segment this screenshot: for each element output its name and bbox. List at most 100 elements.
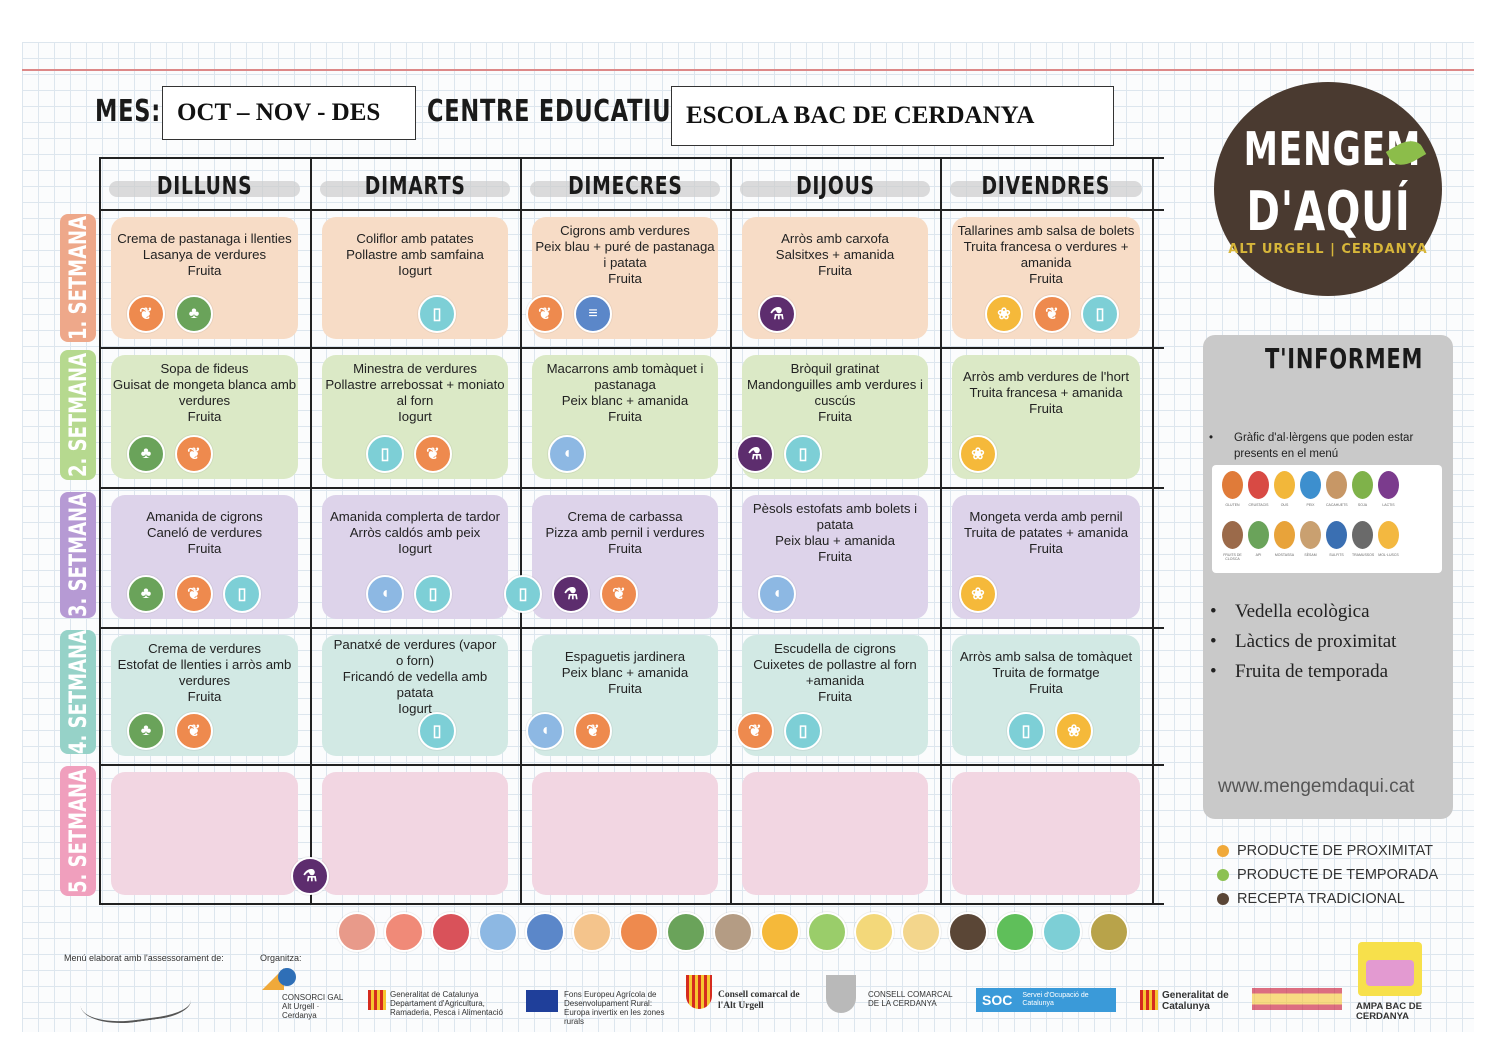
menu-line: Arròs amb verdures de l'hort xyxy=(963,369,1129,384)
grid-hline xyxy=(99,903,1164,905)
week-tab-2: 2. SETMANA xyxy=(60,350,96,480)
day-header-label: DILLUNS xyxy=(156,170,253,200)
day-header-4: DIJOUS xyxy=(730,165,940,205)
menu-line: Peix blanc + amanida xyxy=(561,665,689,680)
peanut-icon xyxy=(1326,471,1347,499)
allergen-icons: ❦ ♣ xyxy=(127,295,213,333)
menu-line: Pizza amb pernil i verdures xyxy=(545,525,705,540)
margin-line xyxy=(22,69,1474,71)
grid-vline xyxy=(310,157,312,903)
advisor-label: Menú elaborat amb l'assessorament de: xyxy=(64,953,224,963)
menu-text: Panatxé de verdures (vapor o forn) Fricand… xyxy=(312,637,518,717)
grid-vline xyxy=(940,157,942,903)
week-tab-label: 2. SETMANA xyxy=(64,352,92,478)
allergen-icons: ◖ ❦ xyxy=(526,712,612,750)
info-panel xyxy=(1203,335,1453,819)
menu-line: Sopa de fideus xyxy=(160,361,249,376)
strip-allergen-icon xyxy=(337,912,377,952)
grid-hline xyxy=(99,627,1164,629)
menu-line: Fruita xyxy=(1029,271,1063,286)
menu-line: +amanida xyxy=(805,673,865,688)
allergen-icons: ▯ ❦ xyxy=(366,435,452,473)
allergen-row-1 xyxy=(1222,471,1399,499)
blue-fish-icon: ◖ xyxy=(366,575,404,613)
menu-line: Iogurt xyxy=(398,701,432,716)
menu-text: Espaguetis jardinera Peix blanc + amanida… xyxy=(522,649,728,697)
strip-allergen-icon xyxy=(807,912,847,952)
menu-line: Amanida complerta de tardor xyxy=(329,509,501,524)
menu-text: Arròs amb verdures de l'hort Truita franc… xyxy=(942,369,1150,417)
milk-icon: ▯ xyxy=(366,435,404,473)
menu-line: o forn) xyxy=(395,653,435,668)
allergen-icons: ⚗ ▯ xyxy=(736,435,822,473)
eu-flag-icon xyxy=(526,990,558,1012)
sulphite-icon: ⚗ xyxy=(736,435,774,473)
allergen-caption: SOJA xyxy=(1357,503,1368,507)
milk-icon: ▯ xyxy=(784,435,822,473)
milk-icon: ▯ xyxy=(223,575,261,613)
highlight-item: Vedella ecològica xyxy=(1205,597,1445,627)
mustard-icon xyxy=(1274,521,1295,549)
menu-line: Fruita xyxy=(818,263,852,278)
ampa-text: AMPA BAC DE CERDANYA xyxy=(1356,1001,1422,1022)
menu-text: Arròs amb carxofa Salsitxes + amanida Frui… xyxy=(732,231,938,279)
menu-line: Espaguetis jardinera xyxy=(564,649,686,664)
allergen-icons: ▯ xyxy=(418,295,456,333)
allergen-icons: ❦ ▯ xyxy=(736,712,822,750)
centre-value: ESCOLA BAC DE CERDANYA xyxy=(686,102,1035,129)
menu-text: Escudella de cigrons Cuixetes de pollastr… xyxy=(732,641,938,705)
gluten-icon: ❦ xyxy=(414,435,452,473)
day-header-label: DIMECRES xyxy=(567,170,683,200)
menu-text: Mongeta verda amb pernil Truita de patate… xyxy=(942,509,1150,557)
day-header-bar xyxy=(740,181,930,197)
gluten-icon: ❦ xyxy=(526,295,564,333)
menu-cell xyxy=(322,217,508,339)
strip-allergen-icon xyxy=(525,912,565,952)
day-header-label: DIMARTS xyxy=(364,170,466,200)
allergen-captions-1: GLUTEN CRUSTACIS OUS PEIX CACAHUETS SOJA… xyxy=(1222,503,1399,507)
menu-line: Iogurt xyxy=(398,263,432,278)
menu-text: Minestra de verdures Pollastre arrebossat… xyxy=(312,361,518,425)
sesame-icon xyxy=(1300,521,1321,549)
crustacean-icon xyxy=(1248,471,1269,499)
menu-line: Mandonguilles amb verdures i xyxy=(747,377,923,392)
menu-line: Fruita xyxy=(818,689,852,704)
legend-label: PRODUCTE DE TEMPORADA xyxy=(1237,867,1439,883)
menu-line: Fruita xyxy=(187,409,222,424)
organizer-label: Organitza: xyxy=(260,953,302,963)
cc-cerdanya-text: CONSELL COMARCAL DE LA CERDANYA xyxy=(868,990,953,1008)
menu-line: Fruita xyxy=(608,541,642,556)
menu-line: i patata xyxy=(603,255,647,270)
allergen-caption: GLUTEN xyxy=(1225,503,1240,507)
egg-icon: ❀ xyxy=(1055,712,1093,750)
gluten-icon: ❦ xyxy=(175,435,213,473)
week-tab-1: 1. SETMANA xyxy=(60,214,96,342)
menu-text: Crema de pastanaga i llenties Lasanya de … xyxy=(101,231,308,279)
website-link[interactable]: www.mengemdaqui.cat xyxy=(1218,776,1415,797)
menu-cell xyxy=(322,635,508,756)
celery-icon: ♣ xyxy=(175,295,213,333)
egg-icon xyxy=(1274,471,1295,499)
allergen-icons: ◖ ▯ xyxy=(366,575,452,613)
menu-line: Panatxé de verdures (vapor xyxy=(333,637,497,652)
strip-allergen-icon xyxy=(431,912,471,952)
strip-allergen-icon xyxy=(995,912,1035,952)
week-tab-label: 3. SETMANA xyxy=(64,492,92,618)
grid-hline xyxy=(99,157,1164,159)
gluten-icon: ❦ xyxy=(175,712,213,750)
menu-line: Crema de carbassa xyxy=(567,509,683,524)
allergen-icons: ❀ ❦ ▯ xyxy=(985,295,1119,333)
menu-grid: DILLUNS DIMARTS DIMECRES DIJOUS DIVENDRES Cre… xyxy=(99,157,1165,905)
allergen-caption: CRUSTACIS xyxy=(1248,503,1269,507)
allergen-icon-strip xyxy=(337,912,1129,952)
allergen-row-2 xyxy=(1222,521,1399,549)
milk-icon xyxy=(1378,471,1399,499)
milk-icon: ▯ xyxy=(414,575,452,613)
egg-icon: ❀ xyxy=(959,575,997,613)
week-tab-label: 4. SETMANA xyxy=(64,629,92,755)
alturgell-shield-icon xyxy=(686,975,712,1009)
allergen-icons: ▯ xyxy=(418,712,456,750)
week-tab-4: 4. SETMANA xyxy=(60,630,96,754)
menu-text: Sopa de fideus Guisat de mongeta blanca a… xyxy=(101,361,308,425)
week-tab-label: 1. SETMANA xyxy=(64,215,92,341)
